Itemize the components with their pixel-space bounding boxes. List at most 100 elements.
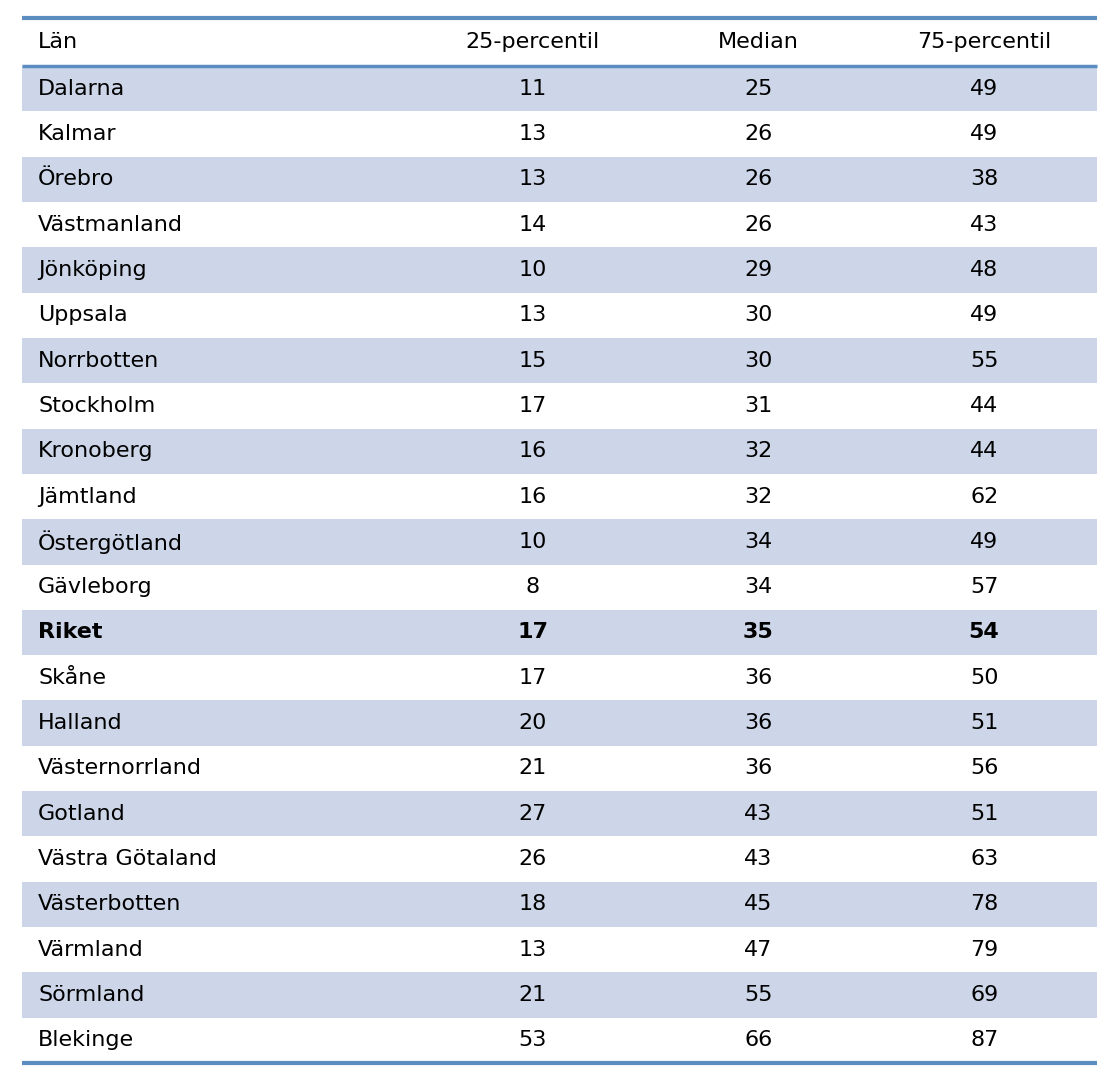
Text: 29: 29	[744, 259, 772, 280]
Text: 15: 15	[518, 350, 547, 371]
Text: 32: 32	[744, 486, 772, 507]
Text: Östergötland: Östergötland	[38, 530, 184, 553]
Text: 10: 10	[518, 532, 547, 551]
Bar	[22, 519, 1097, 564]
Text: 36: 36	[744, 759, 772, 778]
Bar	[22, 564, 1097, 610]
Text: Norrbotten: Norrbotten	[38, 350, 159, 371]
Text: 30: 30	[744, 350, 772, 371]
Text: 51: 51	[970, 713, 998, 733]
Text: 16: 16	[518, 441, 547, 462]
Text: Län: Län	[38, 32, 78, 52]
Text: Riket: Riket	[38, 623, 103, 642]
Text: 78: 78	[970, 894, 998, 915]
Text: Gävleborg: Gävleborg	[38, 577, 153, 597]
Text: 49: 49	[970, 305, 998, 325]
Text: 69: 69	[970, 985, 998, 1005]
Text: 36: 36	[744, 713, 772, 733]
Text: 14: 14	[518, 215, 547, 235]
Text: 57: 57	[970, 577, 998, 597]
Text: 26: 26	[744, 124, 772, 144]
Bar	[22, 791, 1097, 837]
Text: 13: 13	[518, 305, 547, 325]
Text: 21: 21	[518, 985, 547, 1005]
Bar	[22, 293, 1097, 338]
Text: 17: 17	[518, 396, 547, 416]
Text: 25-percentil: 25-percentil	[466, 32, 600, 52]
Text: 38: 38	[970, 170, 998, 189]
Bar	[22, 473, 1097, 519]
Text: 26: 26	[744, 170, 772, 189]
Text: 53: 53	[518, 1030, 547, 1051]
Text: Värmland: Värmland	[38, 939, 144, 960]
Bar	[22, 927, 1097, 973]
Text: 87: 87	[970, 1030, 998, 1051]
Text: Stockholm: Stockholm	[38, 396, 156, 416]
Text: 34: 34	[744, 577, 772, 597]
Text: 32: 32	[744, 441, 772, 462]
Text: 13: 13	[518, 939, 547, 960]
Text: 21: 21	[518, 759, 547, 778]
Text: 54: 54	[969, 623, 999, 642]
Text: 63: 63	[970, 849, 998, 869]
Text: 55: 55	[970, 350, 998, 371]
Text: 20: 20	[518, 713, 547, 733]
Text: 27: 27	[518, 804, 547, 824]
Text: Örebro: Örebro	[38, 170, 114, 189]
Bar	[22, 338, 1097, 384]
Text: Västerbotten: Västerbotten	[38, 894, 181, 915]
Text: 66: 66	[744, 1030, 772, 1051]
Text: 35: 35	[743, 623, 773, 642]
Text: 43: 43	[970, 215, 998, 235]
Text: 16: 16	[518, 486, 547, 507]
Text: 25: 25	[744, 79, 772, 98]
Text: 26: 26	[518, 849, 547, 869]
Text: 50: 50	[970, 668, 998, 688]
Text: Kalmar: Kalmar	[38, 124, 116, 144]
Bar	[22, 610, 1097, 655]
Text: 48: 48	[970, 259, 998, 280]
Text: 13: 13	[518, 170, 547, 189]
Text: 49: 49	[970, 532, 998, 551]
Bar	[22, 66, 1097, 111]
Text: 62: 62	[970, 486, 998, 507]
Bar	[22, 837, 1097, 882]
Text: Jämtland: Jämtland	[38, 486, 137, 507]
Text: Halland: Halland	[38, 713, 123, 733]
Bar	[22, 202, 1097, 248]
Text: Västernorrland: Västernorrland	[38, 759, 203, 778]
Text: 75-percentil: 75-percentil	[916, 32, 1051, 52]
Text: Blekinge: Blekinge	[38, 1030, 134, 1051]
Text: 31: 31	[744, 396, 772, 416]
Text: 26: 26	[744, 215, 772, 235]
Text: 10: 10	[518, 259, 547, 280]
Text: 56: 56	[970, 759, 998, 778]
Text: 13: 13	[518, 124, 547, 144]
Bar	[22, 157, 1097, 202]
Text: 45: 45	[744, 894, 772, 915]
Text: 34: 34	[744, 532, 772, 551]
Text: 17: 17	[518, 668, 547, 688]
Bar	[22, 882, 1097, 927]
Text: 55: 55	[744, 985, 772, 1005]
Bar	[22, 428, 1097, 473]
Text: 44: 44	[970, 441, 998, 462]
Bar	[22, 655, 1097, 700]
Bar	[22, 973, 1097, 1017]
Text: Uppsala: Uppsala	[38, 305, 128, 325]
Bar	[22, 248, 1097, 293]
Text: 47: 47	[744, 939, 772, 960]
Text: Gotland: Gotland	[38, 804, 125, 824]
Text: Västra Götaland: Västra Götaland	[38, 849, 217, 869]
Text: Skåne: Skåne	[38, 668, 106, 688]
Text: 49: 49	[970, 124, 998, 144]
Text: 18: 18	[518, 894, 547, 915]
Bar	[22, 700, 1097, 746]
Text: Median: Median	[718, 32, 799, 52]
Text: 8: 8	[526, 577, 539, 597]
Text: 51: 51	[970, 804, 998, 824]
Bar	[22, 384, 1097, 428]
Text: Sörmland: Sörmland	[38, 985, 144, 1005]
Text: 11: 11	[518, 79, 547, 98]
Text: 30: 30	[744, 305, 772, 325]
